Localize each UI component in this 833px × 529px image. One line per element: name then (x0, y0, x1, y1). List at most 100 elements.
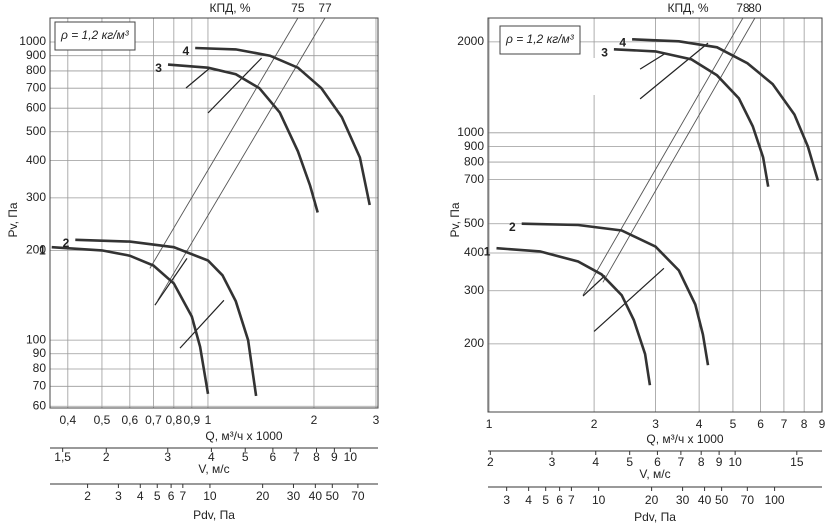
y-tick-label: 70 (33, 378, 47, 392)
x-tick-label: 8 (801, 417, 808, 431)
scale-tick-label: 6 (654, 455, 661, 469)
scale-tick-label: 3 (503, 493, 510, 507)
scale-tick-label: 5 (542, 493, 549, 507)
curve (521, 222, 710, 366)
y-tick-label: 800 (464, 154, 484, 168)
scale-tick-label: 50 (326, 489, 340, 503)
marker-line (639, 42, 709, 100)
x-tick-label: 7 (781, 417, 788, 431)
x-axis-label: Q, м³/ч x 1000 (205, 429, 283, 443)
y-tick-label: 80 (33, 361, 47, 375)
scale-tick-label: 100 (765, 493, 785, 507)
curve-label: 4 (183, 44, 190, 58)
scale-tick-label: 2 (84, 489, 91, 503)
x-tick-label: 2 (311, 413, 318, 427)
scale-tick-label: 70 (741, 493, 755, 507)
y-tick-label: 400 (26, 153, 46, 167)
y-tick-label: 900 (26, 48, 46, 62)
curve-label: 3 (601, 46, 608, 60)
efficiency-line (149, 17, 299, 269)
scale-tick-label: 9 (716, 455, 723, 469)
y-tick-label: 400 (464, 245, 484, 259)
y-tick-label: 60 (33, 398, 47, 412)
plot-frame (49, 17, 379, 409)
curve (51, 245, 210, 395)
x-tick-label: 9 (819, 417, 826, 431)
annotation: ρ = 1,2 кг/м³ (60, 28, 130, 42)
scale-label: V, м/с (639, 467, 670, 481)
scale-tick-label: 5 (242, 450, 249, 464)
efficiency-line (602, 17, 756, 283)
y-tick-label: 500 (464, 216, 484, 230)
y-tick-label: 900 (464, 139, 484, 153)
y-tick-label: 300 (464, 283, 484, 297)
scale-tick-label: 10 (203, 489, 217, 503)
curve-label: 2 (509, 220, 516, 234)
scale-tick-label: 4 (525, 493, 532, 507)
y-tick-label: 500 (26, 124, 46, 138)
scale-tick-label: 10 (592, 493, 606, 507)
scale-tick-label: 8 (698, 455, 705, 469)
efficiency-label: 80 (748, 1, 762, 15)
efficiency-label: 77 (318, 1, 332, 15)
marker-line (639, 52, 667, 70)
scale-tick-label: 5 (154, 489, 161, 503)
x-tick-label: 3 (652, 417, 659, 431)
y-axis-label: Pv, Па (448, 202, 462, 237)
x-tick-label: 2 (591, 417, 598, 431)
annotation-box (54, 21, 136, 51)
scale-tick-label: 15 (790, 455, 804, 469)
efficiency-line (157, 17, 326, 301)
scale-tick-label: 3 (164, 450, 171, 464)
x-tick-label: 3 (373, 413, 380, 427)
y-tick-label: 800 (26, 63, 46, 77)
scale-tick-label: 7 (678, 455, 685, 469)
scale-label: V, м/с (198, 462, 229, 476)
scale-tick-label: 4 (592, 455, 599, 469)
curve-label: 1 (39, 243, 46, 257)
scale-tick-label: 1,5 (54, 450, 71, 464)
scale-tick-label: 2 (487, 455, 494, 469)
scale-tick-label: 70 (351, 489, 365, 503)
annotation: ρ = 1,2 кг/м³ (505, 32, 575, 46)
occlusion (570, 58, 640, 95)
y-axis-label: Pv, Па (6, 202, 20, 237)
scale-tick-label: 8 (313, 450, 320, 464)
curve (195, 46, 371, 206)
y-tick-label: 300 (26, 190, 46, 204)
scale-tick-label: 30 (287, 489, 301, 503)
curve (75, 238, 258, 397)
y-tick-label: 100 (26, 332, 46, 346)
efficiency-line (582, 17, 744, 296)
curve (496, 246, 652, 386)
y-tick-label: 1000 (457, 125, 484, 139)
scale-tick-label: 10 (728, 455, 742, 469)
scale-tick-label: 3 (549, 455, 556, 469)
scale-label: Pdv, Па (193, 508, 235, 522)
x-tick-label: 0,8 (165, 413, 182, 427)
scale-tick-label: 40 (309, 489, 323, 503)
plot-frame (487, 17, 823, 413)
curve (167, 63, 319, 213)
annotation-box (499, 25, 581, 55)
scale-tick-label: 7 (568, 493, 575, 507)
x-tick-label: 1 (486, 417, 493, 431)
y-tick-label: 2000 (457, 34, 484, 48)
marker-line (185, 67, 211, 89)
scale-tick-label: 40 (698, 493, 712, 507)
scale-tick-label: 20 (645, 493, 659, 507)
x-axis-label: Q, м³/ч x 1000 (646, 432, 724, 446)
scale-tick-label: 9 (331, 450, 338, 464)
y-tick-label: 200 (464, 336, 484, 350)
y-tick-label: 700 (464, 172, 484, 186)
scale-tick-label: 5 (626, 455, 633, 469)
efficiency-title: КПД, % (209, 1, 250, 15)
scale-tick-label: 6 (168, 489, 175, 503)
scale-tick-label: 20 (256, 489, 270, 503)
scale-label: Pdv, Па (634, 510, 676, 524)
curve-label: 4 (619, 35, 626, 49)
scale-tick-label: 50 (715, 493, 729, 507)
y-tick-label: 700 (26, 80, 46, 94)
